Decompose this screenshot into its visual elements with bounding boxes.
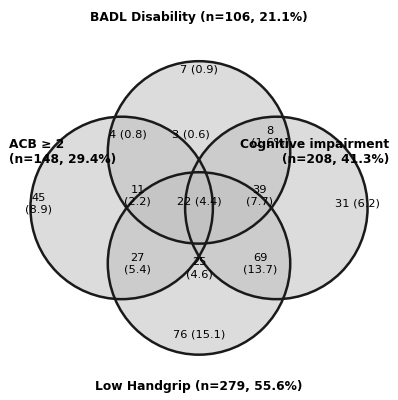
Circle shape [108,172,290,355]
Text: 22 (4.4): 22 (4.4) [177,197,221,207]
Text: 7 (0.9): 7 (0.9) [180,64,218,74]
Text: ACB ≥ 2
(n=148, 29.4%): ACB ≥ 2 (n=148, 29.4%) [9,138,116,166]
Circle shape [185,117,368,299]
Text: 4 (0.8): 4 (0.8) [109,130,146,140]
Circle shape [30,117,213,299]
Text: 8
(1.6%): 8 (1.6%) [251,126,289,147]
Text: Low Handgrip (n=279, 55.6%): Low Handgrip (n=279, 55.6%) [95,380,303,393]
Text: 25
(4.6): 25 (4.6) [185,258,213,279]
Text: Cognitive impairment
(n=208, 41.3%): Cognitive impairment (n=208, 41.3%) [240,138,389,166]
Text: 39
(7.7): 39 (7.7) [246,185,273,207]
Text: 45
(8.9): 45 (8.9) [25,193,52,215]
Text: 76 (15.1): 76 (15.1) [173,330,225,340]
Text: 11
(2.2): 11 (2.2) [124,185,151,207]
Circle shape [108,61,290,244]
Text: 31 (6.2): 31 (6.2) [335,199,380,209]
Text: 27
(5.4): 27 (5.4) [124,253,151,274]
Text: 69
(13.7): 69 (13.7) [243,253,277,274]
Text: 3 (0.6): 3 (0.6) [172,130,210,140]
Text: BADL Disability (n=106, 21.1%): BADL Disability (n=106, 21.1%) [90,11,308,24]
